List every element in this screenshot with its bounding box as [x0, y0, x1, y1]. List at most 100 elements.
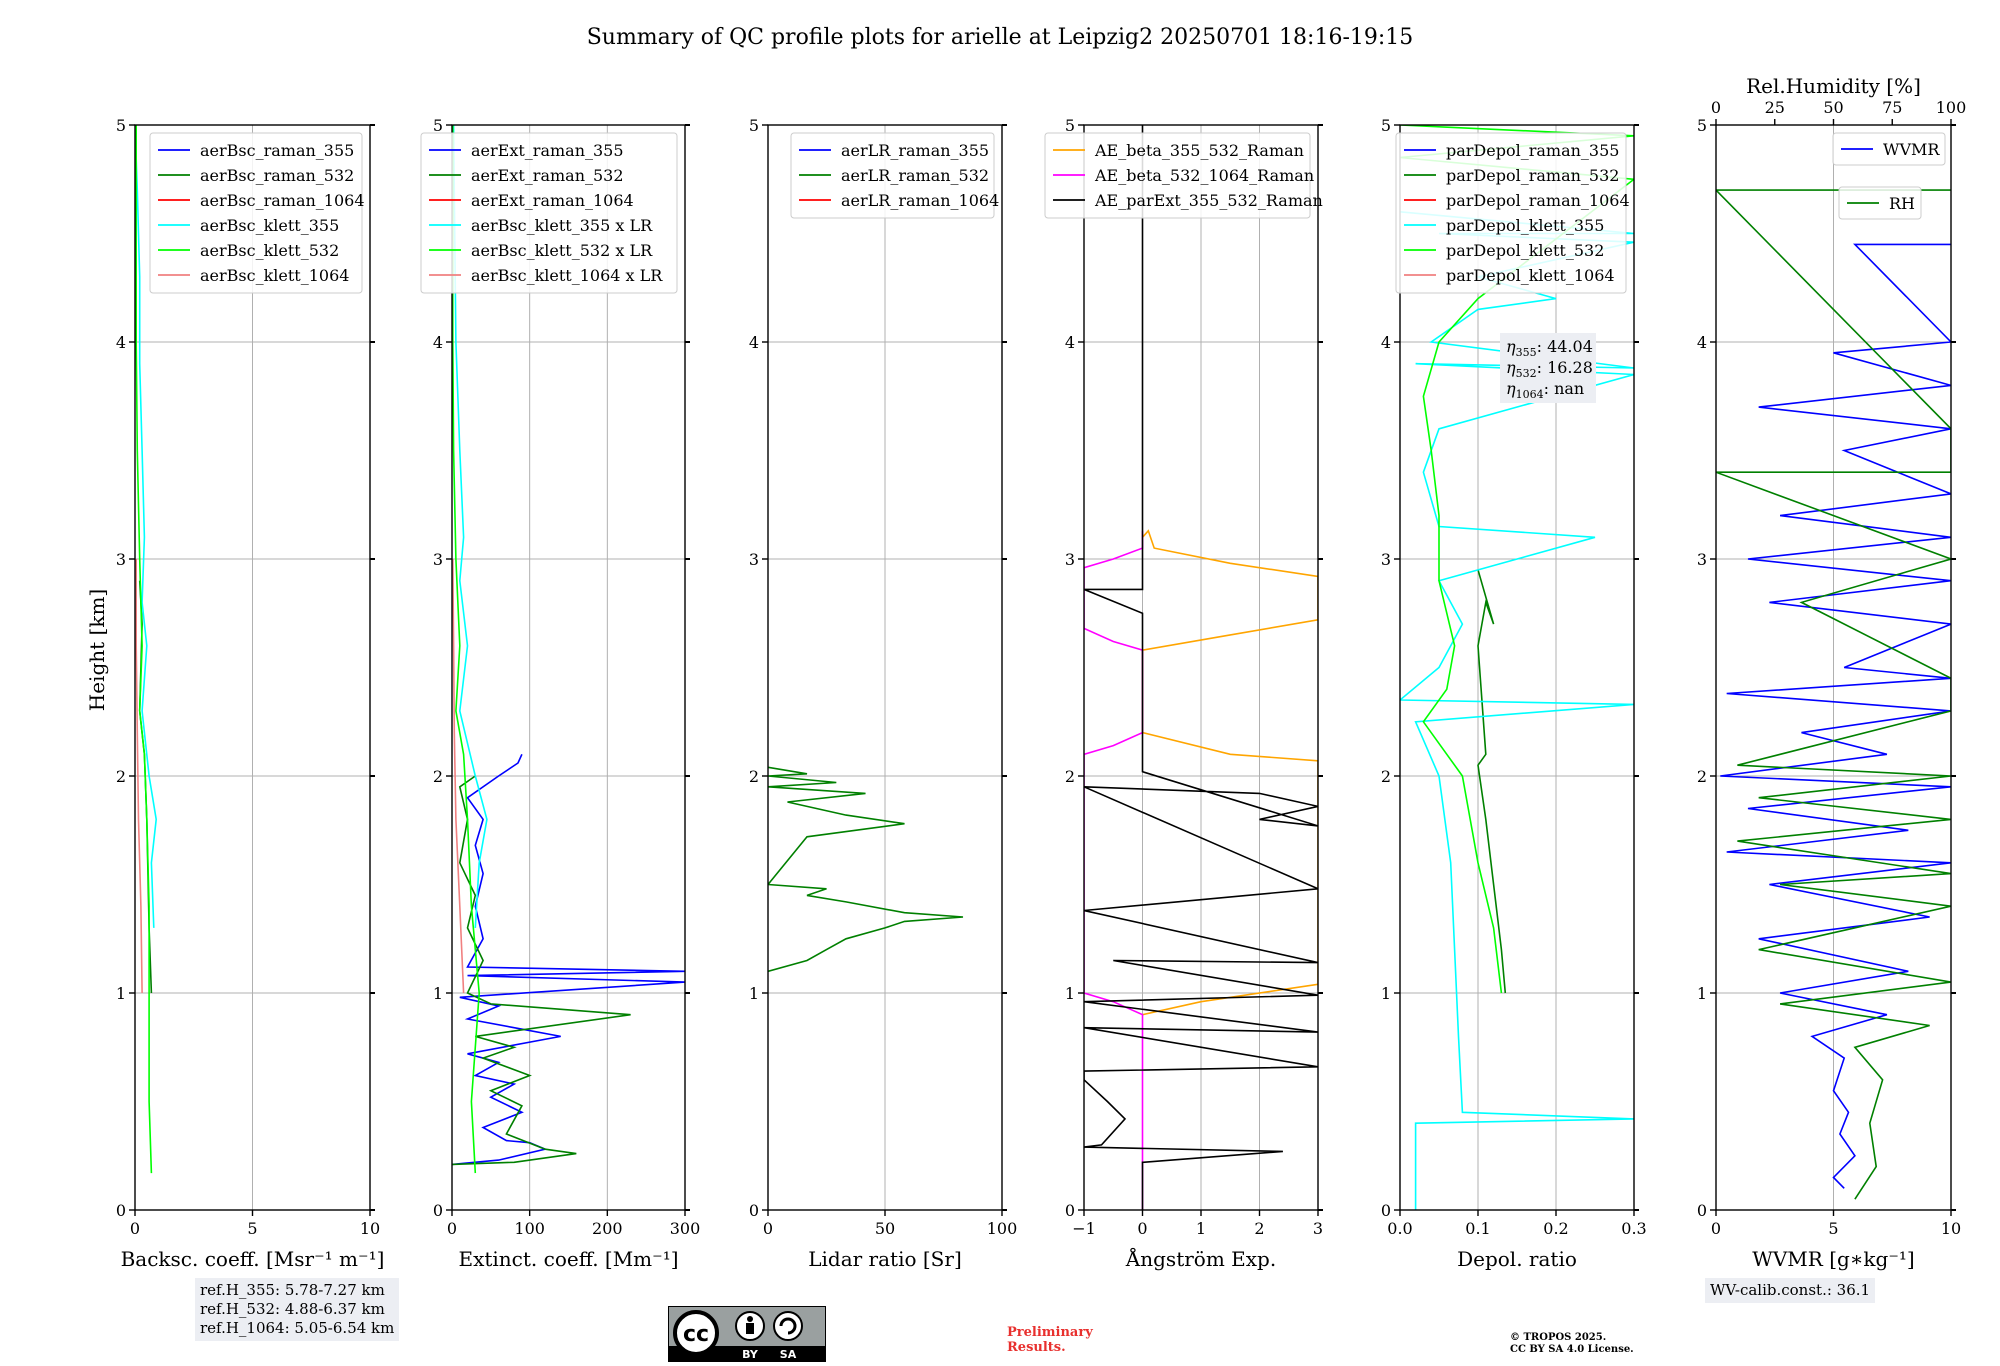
x-tick-label: 5 [247, 1219, 257, 1238]
legend-entry: aerLR_raman_1064 [841, 191, 999, 210]
legend-entry: aerBsc_raman_355 [200, 141, 354, 160]
legend-box [420, 132, 678, 294]
y-tick-label: 1 [749, 984, 759, 1003]
legend-box [790, 132, 995, 219]
series-line-aerbsc-klett-1064-x-lr [452, 558, 465, 994]
x-tick-label: 200 [592, 1219, 623, 1238]
preliminary-line-2: Results. [1007, 1340, 1066, 1355]
series-line-aerbsc-klett-532 [135, 125, 153, 1174]
y-tick-label: 1 [1065, 984, 1075, 1003]
wv-calib-box: WV-calib.const.: 36.1 [1705, 1278, 1876, 1303]
x-tick-label: 0 [447, 1219, 457, 1238]
y-axis-label: Height [km] [85, 589, 109, 711]
x-tick-label: 300 [670, 1219, 701, 1238]
legend: aerBsc_raman_355 aerBsc_raman_532 aerBsc_r… [149, 132, 365, 294]
y-tick-label: 1 [1381, 984, 1391, 1003]
legend-entry: parDepol_klett_355 [1446, 216, 1604, 235]
legend-entry: aerLR_raman_355 [841, 141, 989, 160]
y-tick-label: 4 [1697, 333, 1707, 352]
legend-entry: parDepol_raman_355 [1446, 141, 1619, 160]
x-axis-label: WVMR [g∗kg⁻¹] [1752, 1247, 1914, 1271]
panel-1: 0 5 10 0 1 2 3 4 5 Backsc. coeff. [Msr⁻¹ m⁻¹] aerB… [116, 116, 385, 1271]
x-axis-label: Ångström Exp. [1125, 1246, 1276, 1271]
legend-wvmr: WVMR [1832, 132, 1946, 166]
y-tick-label: 5 [1065, 116, 1075, 135]
series-group [1716, 189, 1951, 1200]
series-line-aerext-raman-355 [452, 753, 685, 1166]
series-group [452, 125, 685, 1174]
ref-height-532: ref.H_532: 4.88-6.37 km [200, 1300, 385, 1318]
legend-entry: aerBsc_klett_355 x LR [471, 216, 653, 235]
y-tick-label: 4 [749, 333, 759, 352]
x-tick-label: 0.2 [1543, 1219, 1568, 1238]
legend-rh: RH [1838, 186, 1922, 220]
copyright-line-1: © TROPOS 2025. [1510, 1332, 1607, 1343]
series-line-aerbsc-klett-355-x-lr [452, 125, 488, 928]
x2-tick-label: 25 [1765, 98, 1785, 117]
x2-tick-label: 75 [1882, 98, 1902, 117]
y-tick-label: 2 [1065, 767, 1075, 786]
x-tick-label: 3 [1313, 1219, 1323, 1238]
legend-entry: aerBsc_klett_355 [200, 216, 339, 235]
x-tick-label: 100 [987, 1219, 1018, 1238]
series-line-rh [1716, 189, 1951, 1200]
legend-entry: parDepol_klett_532 [1446, 241, 1604, 260]
legend-box [1044, 132, 1311, 219]
legend: aerExt_raman_355 aerExt_raman_532 aerExt_r… [420, 132, 678, 294]
series-line-aerlr-raman-532 [768, 766, 964, 973]
x2-tick-label: 50 [1823, 98, 1843, 117]
series-group [1084, 125, 1318, 1210]
legend-entry: parDepol_raman_1064 [1446, 191, 1630, 210]
legend-box [1832, 132, 1946, 166]
legend-entry: WVMR [1883, 140, 1940, 159]
x-tick-label: 5 [1828, 1219, 1838, 1238]
legend-entry: aerBsc_klett_1064 x LR [471, 266, 663, 285]
legend-entry: aerBsc_raman_532 [200, 166, 354, 185]
legend: AE_beta_355_532_Raman AE_beta_532_1064_Ra… [1044, 132, 1323, 219]
x-axis-label: Lidar ratio [Sr] [808, 1247, 962, 1271]
eta-line-1064: η1064: nan [1506, 379, 1584, 401]
series-line-aerbsc-klett-532-x-lr [452, 125, 481, 1174]
plot-frame [1399, 124, 1635, 1211]
y-tick-label: 2 [1697, 767, 1707, 786]
y-tick-label: 0 [433, 1201, 443, 1220]
legend-box [1395, 132, 1627, 294]
eta-line-355: η355: 44.04 [1506, 337, 1593, 359]
eta-line-532: η532: 16.28 [1506, 358, 1593, 380]
x-tick-label: 10 [360, 1219, 380, 1238]
y-tick-label: 0 [1697, 1201, 1707, 1220]
y-tick-label: 3 [1381, 550, 1391, 569]
y-tick-label: 2 [433, 767, 443, 786]
series-line-ae-parext-355-532-raman [1084, 125, 1318, 1210]
y-tick-label: 5 [433, 116, 443, 135]
x-tick-label: 50 [875, 1219, 895, 1238]
y-tick-label: 0 [1381, 1201, 1391, 1220]
legend-box [149, 132, 363, 294]
y-tick-label: 2 [1381, 767, 1391, 786]
y-tick-label: 2 [749, 767, 759, 786]
legend-entry: aerExt_raman_355 [471, 141, 624, 160]
series-line-wvmr [1720, 243, 1951, 1189]
series-line-aerbsc-klett-1064 [135, 559, 143, 994]
legend-entry: parDepol_raman_532 [1446, 166, 1619, 185]
series-group [768, 766, 964, 973]
legend-entry: aerBsc_klett_1064 [200, 266, 349, 285]
y-tick-label: 0 [749, 1201, 759, 1220]
legend-entry: AE_beta_532_1064_Raman [1094, 166, 1314, 185]
panel-5: 0.0 0.1 0.2 0.3 0 1 2 3 4 5 Depol. ratio parDepol_r… [1381, 116, 1647, 1271]
legend-entry: AE_parExt_355_532_Raman [1094, 191, 1323, 210]
y-tick-label: 0 [1065, 1201, 1075, 1220]
legend: parDepol_raman_355 parDepol_raman_532 parD… [1395, 132, 1630, 294]
y-tick-label: 1 [433, 984, 443, 1003]
y-tick-label: 5 [1697, 116, 1707, 135]
legend-entry: aerBsc_raman_1064 [200, 191, 365, 210]
legend-entry: aerExt_raman_1064 [471, 191, 634, 210]
x-tick-label: 0 [1137, 1219, 1147, 1238]
y-tick-label: 0 [116, 1201, 126, 1220]
x-tick-label: 10 [1941, 1219, 1961, 1238]
svg-text:cc: cc [683, 1322, 709, 1347]
